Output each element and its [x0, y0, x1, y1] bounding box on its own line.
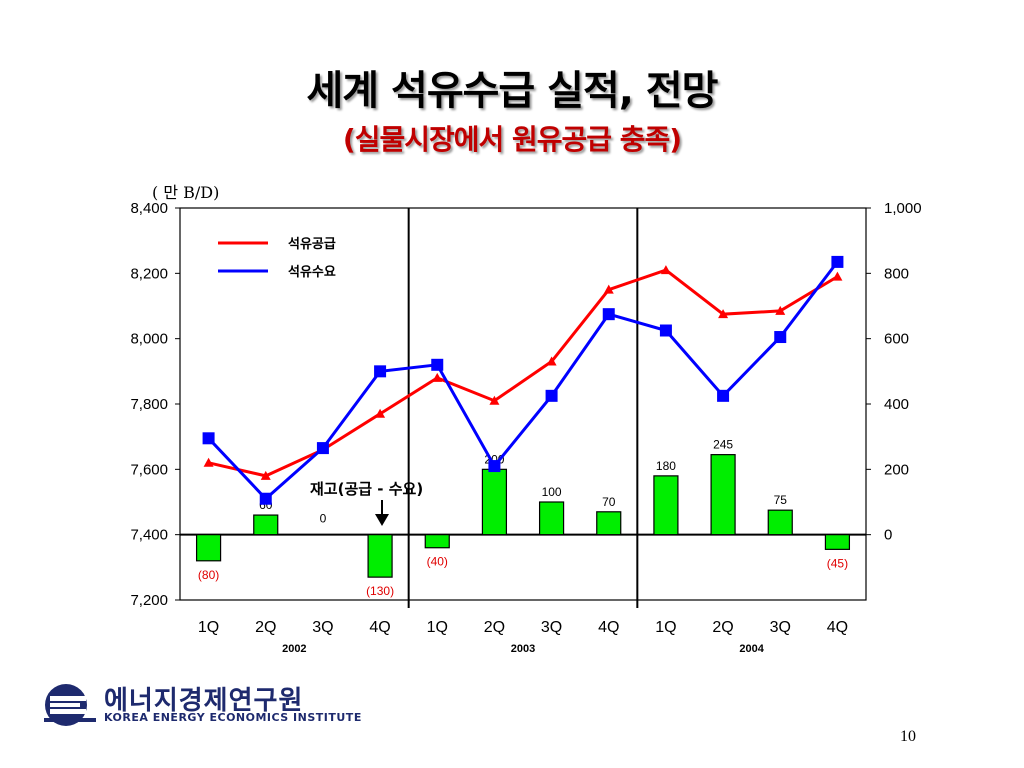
quarter-label: 1Q [198, 619, 219, 636]
slide-subtitle: (실물시장에서 원유공급 충족) [342, 123, 682, 156]
demand-marker [831, 255, 844, 268]
stock-bar [195, 534, 222, 562]
stock-bar [710, 454, 736, 536]
demand-marker [545, 389, 558, 402]
left-tick-label: 7,400 [130, 527, 168, 544]
right-tick-label: 800 [884, 265, 909, 282]
right-tick-label: 400 [884, 396, 909, 413]
kee-logo-icon [44, 684, 96, 726]
supply-marker [718, 309, 729, 319]
demand-marker [602, 308, 615, 321]
bar-value-label: 180 [656, 459, 676, 473]
supply-marker [775, 305, 786, 315]
series-line-1 [208, 268, 839, 478]
quarter-label: 1Q [427, 619, 448, 636]
right-tick-label: 600 [884, 331, 909, 348]
left-tick-label: 7,600 [130, 461, 168, 478]
page-number: 10 [900, 728, 916, 745]
quarter-label: 4Q [369, 619, 390, 636]
bar-value-label: (40) [427, 555, 448, 569]
quarter-label: 4Q [598, 619, 619, 636]
unit-label: ( 만 B/D) [152, 183, 219, 202]
quarter-label: 3Q [770, 619, 791, 636]
left-tick-label: 8,200 [130, 265, 168, 282]
quarter-label: 4Q [827, 619, 848, 636]
right-tick-label: 0 [884, 527, 892, 544]
stock-bar [367, 534, 393, 578]
year-label: 2002 [282, 643, 306, 655]
quarter-label: 3Q [312, 619, 333, 636]
logo-name-en: KOREA ENERGY ECONOMICS INSTITUTE [104, 711, 362, 724]
stock-annotation: 재고(공급 - 수요) [310, 480, 423, 498]
quarter-label: 2Q [255, 619, 276, 636]
stock-bar [653, 475, 679, 536]
bar-value-label: 245 [713, 438, 733, 452]
quarter-label: 2Q [712, 619, 733, 636]
demand-marker [431, 358, 444, 371]
quarter-label: 1Q [655, 619, 676, 636]
supply-marker [375, 408, 386, 418]
stock-bar [596, 511, 622, 536]
right-tick-label: 200 [884, 461, 909, 478]
stock-bar [424, 534, 450, 549]
bar-value-label: 0 [320, 512, 327, 526]
supply-marker [603, 284, 614, 294]
supply-marker [546, 356, 557, 366]
quarter-label: 2Q [484, 619, 505, 636]
bar-value-label: 100 [542, 485, 562, 499]
bar-value-label: (130) [366, 584, 394, 598]
kee-logo: 에너지경제연구원 KOREA ENERGY ECONOMICS INSTITUT… [42, 682, 361, 728]
demand-marker [717, 389, 730, 402]
slide-title: 세계 석유수급 실적, 전망 [306, 68, 719, 114]
bar-value-label: 70 [602, 495, 616, 509]
bar-value-label: (80) [198, 568, 219, 582]
bar-value-label: 75 [774, 493, 788, 507]
demand-marker [259, 492, 272, 505]
year-label: 2003 [511, 643, 535, 655]
annotation-arrow-head [375, 514, 389, 526]
left-tick-label: 8,400 [130, 200, 168, 217]
supply-marker [260, 470, 271, 480]
left-tick-label: 8,000 [130, 331, 168, 348]
quarter-label: 3Q [541, 619, 562, 636]
demand-marker [202, 432, 215, 445]
demand-marker [774, 331, 787, 344]
series-line-2 [207, 260, 839, 501]
stock-bar [538, 501, 565, 536]
bar-value-label: (45) [827, 556, 848, 570]
year-label: 2004 [739, 643, 764, 655]
demand-marker [316, 442, 329, 455]
supply-marker [203, 457, 214, 467]
supply-marker [832, 271, 843, 281]
stock-bar [824, 534, 851, 550]
stock-bar [481, 468, 508, 536]
stock-bar [253, 514, 279, 536]
supply-marker [432, 372, 443, 382]
plot-frame [179, 207, 867, 601]
legend-label: 석유수요 [288, 265, 336, 280]
left-tick-label: 7,200 [130, 592, 168, 609]
left-tick-label: 7,800 [130, 396, 168, 413]
supply-marker [489, 395, 500, 405]
right-tick-label: 1,000 [884, 200, 922, 217]
logo-name-ko: 에너지경제연구원 [104, 686, 304, 716]
demand-marker [659, 324, 672, 337]
legend-label: 석유공급 [288, 237, 336, 252]
demand-marker [374, 365, 387, 378]
stock-bar [767, 509, 793, 536]
supply-marker [660, 265, 671, 275]
demand-marker [488, 460, 501, 473]
